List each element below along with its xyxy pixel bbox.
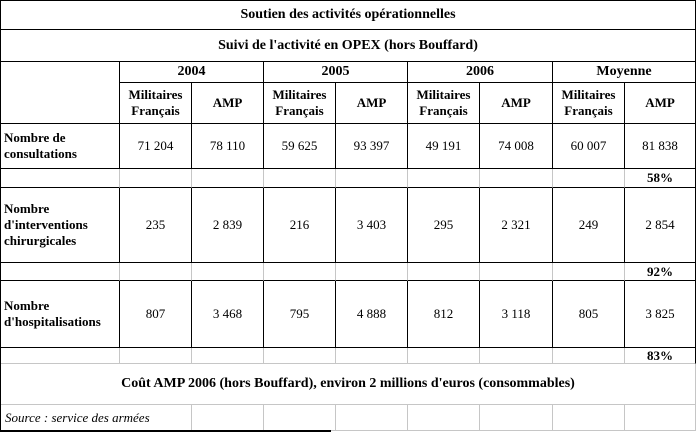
- data-cell: 4 888: [336, 281, 408, 348]
- empty-cell: [408, 263, 480, 281]
- percent-row-interventions: 92%: [1, 263, 696, 281]
- percent-cell: 83%: [625, 348, 696, 364]
- year-header-2004: 2004: [120, 62, 264, 83]
- data-cell: 795: [264, 281, 336, 348]
- data-cell: 3 403: [336, 188, 408, 263]
- data-cell: 60 007: [553, 124, 625, 169]
- empty-cell: [192, 169, 264, 188]
- empty-cell: [336, 405, 408, 431]
- year-header-moyenne: Moyenne: [553, 62, 696, 83]
- data-cell: 81 838: [625, 124, 696, 169]
- table-row-consultations: Nombre de consultations 71 204 78 110 59…: [1, 124, 696, 169]
- row-label: Nombre de consultations: [1, 124, 120, 169]
- empty-cell: [192, 263, 264, 281]
- row-label: Nombre d'interventions chirurgicales: [1, 188, 120, 263]
- empty-cell: [192, 348, 264, 364]
- empty-cell: [1, 263, 120, 281]
- data-cell: 78 110: [192, 124, 264, 169]
- row-label: Nombre d'hospitalisations: [1, 281, 120, 348]
- col-header-militaires-2006: Militaires Français: [408, 83, 480, 124]
- data-cell: 49 191: [408, 124, 480, 169]
- empty-cell: [553, 169, 625, 188]
- data-cell: 59 625: [264, 124, 336, 169]
- empty-cell: [480, 169, 553, 188]
- empty-cell: [264, 348, 336, 364]
- data-cell: 295: [408, 188, 480, 263]
- year-header-2005: 2005: [264, 62, 408, 83]
- data-cell: 805: [553, 281, 625, 348]
- percent-cell: 58%: [625, 169, 696, 188]
- col-header-amp-2004: AMP: [192, 83, 264, 124]
- corner-empty-cell: [1, 62, 120, 124]
- table-row-hospitalisations: Nombre d'hospitalisations 807 3 468 795 …: [1, 281, 696, 348]
- data-cell: 74 008: [480, 124, 553, 169]
- header-stack: 2004 2005 2006 Moyenne Militaires França…: [120, 62, 696, 124]
- empty-cell: [120, 169, 192, 188]
- page-subtitle: Suivi de l'activité en OPEX (hors Bouffa…: [1, 30, 696, 62]
- empty-cell: [408, 169, 480, 188]
- empty-cell: [336, 348, 408, 364]
- cost-note: Coût AMP 2006 (hors Bouffard), environ 2…: [1, 364, 696, 405]
- col-header-amp-moyenne: AMP: [625, 83, 696, 124]
- empty-cell: [480, 348, 553, 364]
- empty-cell: [264, 405, 336, 431]
- empty-cell: [192, 405, 264, 431]
- year-header-row: 2004 2005 2006 Moyenne: [120, 62, 696, 83]
- data-cell: 812: [408, 281, 480, 348]
- data-cell: 3 468: [192, 281, 264, 348]
- data-cell: 2 321: [480, 188, 553, 263]
- year-header-2006: 2006: [408, 62, 553, 83]
- data-cell: 93 397: [336, 124, 408, 169]
- sub-header-row: Militaires Français AMP Militaires Franç…: [120, 83, 696, 124]
- data-cell: 216: [264, 188, 336, 263]
- empty-cell: [264, 169, 336, 188]
- empty-cell: [264, 263, 336, 281]
- empty-cell: [120, 348, 192, 364]
- cost-note-row: Coût AMP 2006 (hors Bouffard), environ 2…: [1, 364, 696, 405]
- data-cell: 3 118: [480, 281, 553, 348]
- bottom-border-segment: [0, 430, 331, 432]
- data-cell: 2 854: [625, 188, 696, 263]
- empty-cell: [1, 169, 120, 188]
- header-rows: 2004 2005 2006 Moyenne Militaires França…: [1, 62, 696, 124]
- source-note: Source : service des armées: [1, 405, 192, 431]
- empty-cell: [336, 263, 408, 281]
- table-row-interventions: Nombre d'interventions chirurgicales 235…: [1, 188, 696, 263]
- empty-cell: [480, 263, 553, 281]
- source-row: Source : service des armées: [1, 405, 696, 431]
- data-cell: 235: [120, 188, 192, 263]
- col-header-amp-2005: AMP: [336, 83, 408, 124]
- empty-cell: [336, 169, 408, 188]
- subtitle-row: Suivi de l'activité en OPEX (hors Bouffa…: [1, 30, 696, 62]
- page-title: Soutien des activités opérationnelles: [1, 1, 696, 30]
- empty-cell: [408, 405, 480, 431]
- empty-cell: [480, 405, 553, 431]
- data-cell: 2 839: [192, 188, 264, 263]
- empty-cell: [553, 263, 625, 281]
- data-cell: 3 825: [625, 281, 696, 348]
- percent-cell: 92%: [625, 263, 696, 281]
- col-header-militaires-2004: Militaires Français: [120, 83, 192, 124]
- empty-cell: [1, 348, 120, 364]
- percent-row-hospitalisations: 83%: [1, 348, 696, 364]
- empty-cell: [553, 405, 625, 431]
- col-header-amp-2006: AMP: [480, 83, 553, 124]
- empty-cell: [553, 348, 625, 364]
- data-cell: 807: [120, 281, 192, 348]
- percent-row-consultations: 58%: [1, 169, 696, 188]
- empty-cell: [625, 405, 696, 431]
- empty-cell: [120, 263, 192, 281]
- col-header-militaires-2005: Militaires Français: [264, 83, 336, 124]
- col-header-militaires-moyenne: Militaires Français: [553, 83, 625, 124]
- data-cell: 71 204: [120, 124, 192, 169]
- title-row: Soutien des activités opérationnelles: [1, 1, 696, 30]
- data-cell: 249: [553, 188, 625, 263]
- empty-cell: [408, 348, 480, 364]
